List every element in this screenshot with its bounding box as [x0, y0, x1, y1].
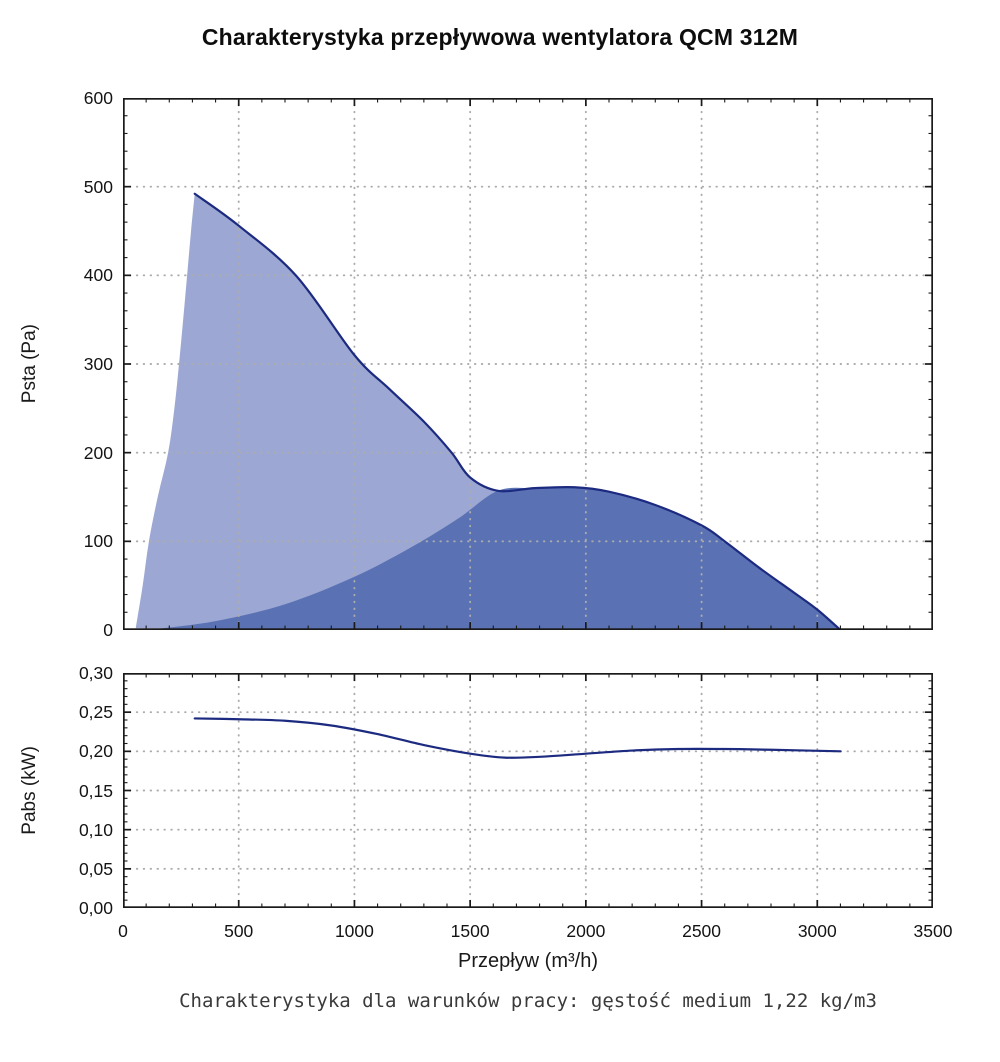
- y-tick-label: 0,25: [78, 702, 113, 723]
- x-tick-label: 2500: [682, 921, 722, 941]
- x-tick-label: 0: [118, 921, 128, 941]
- x-tick-label: 3500: [913, 921, 953, 941]
- x-tick-label: 2000: [566, 921, 606, 941]
- psta-axis-title: Psta (Pa): [15, 98, 45, 630]
- psta-axis-title-text: Psta (Pa): [19, 324, 40, 404]
- psta-plot: Psta (Pa) 0 100 200 300 400 500 600: [19, 88, 933, 640]
- y-tick-label: 0,20: [78, 741, 113, 762]
- y-tick-label: 0,10: [78, 819, 113, 840]
- y-tick-label: 600: [83, 88, 113, 108]
- y-tick-label: 0,30: [78, 663, 113, 683]
- psta-chart-svg: [123, 98, 933, 630]
- y-tick-label: 0,15: [78, 780, 113, 801]
- x-tick-label: 1000: [334, 921, 374, 941]
- x-axis-title: Przepływ (m³/h): [457, 950, 598, 972]
- x-tick-label: 1500: [450, 921, 490, 941]
- pabs-axis-title-text: Pabs (kW): [19, 746, 40, 835]
- x-tick-label: 3000: [797, 921, 837, 941]
- pabs-chart-svg: [123, 673, 933, 908]
- y-tick-label: 300: [83, 354, 113, 374]
- pabs-plot: Pabs (kW) 0,00 0,05 0,10 0,15 0,20 0,25 0,30 0 5…: [19, 663, 952, 941]
- y-tick-label: 400: [83, 265, 113, 286]
- y-tick-label: 0,00: [78, 898, 113, 918]
- y-tick-label: 0,05: [78, 858, 113, 879]
- y-tick-label: 500: [83, 176, 113, 197]
- x-tick-label: 500: [224, 921, 254, 941]
- page-title: Charakterystyka przepływowa wentylatora …: [201, 24, 799, 50]
- y-tick-label: 200: [83, 442, 113, 463]
- y-tick-label: 0: [103, 620, 113, 640]
- conditions-caption: Charakterystyka dla warunków pracy: gęst…: [179, 990, 877, 1012]
- pabs-axis-title: Pabs (kW): [15, 673, 45, 908]
- y-tick-label: 100: [83, 531, 113, 552]
